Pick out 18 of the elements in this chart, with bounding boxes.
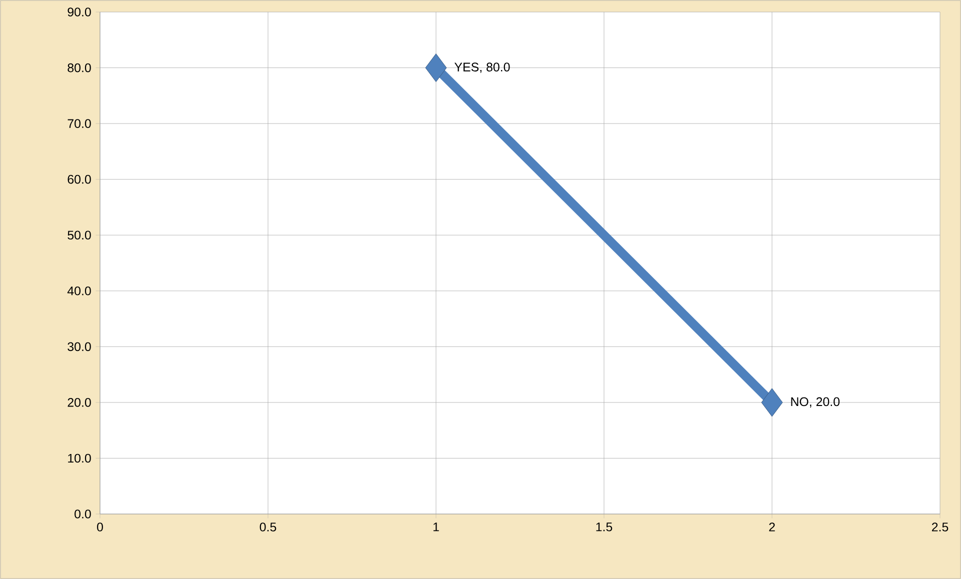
x-tick-label: 2: [769, 522, 775, 532]
x-tick-label: 0.5: [260, 522, 276, 532]
y-tick-label: 70.0: [68, 119, 91, 128]
y-tick-label: 40.0: [67, 286, 91, 296]
y-tick-label: 60.0: [68, 174, 91, 184]
y-tick-label: 20.0: [68, 398, 91, 407]
data-label: NO, 20.0: [791, 397, 840, 408]
data-label: YES, 80.0: [454, 62, 510, 73]
y-tick-label: 10.0: [68, 454, 91, 463]
x-tick-label: 1: [433, 522, 439, 532]
y-tick-label: 0.0: [74, 510, 91, 518]
y-tick-label: 50.0: [68, 230, 91, 240]
y-tick-label: 90.0: [68, 8, 91, 16]
y-tick-label: 30.0: [68, 342, 91, 352]
y-tick-label: 80.0: [68, 63, 91, 72]
x-tick-label: 2.5: [932, 522, 948, 532]
x-tick-label: 0: [97, 522, 103, 532]
x-tick-label: 1.5: [596, 522, 612, 532]
